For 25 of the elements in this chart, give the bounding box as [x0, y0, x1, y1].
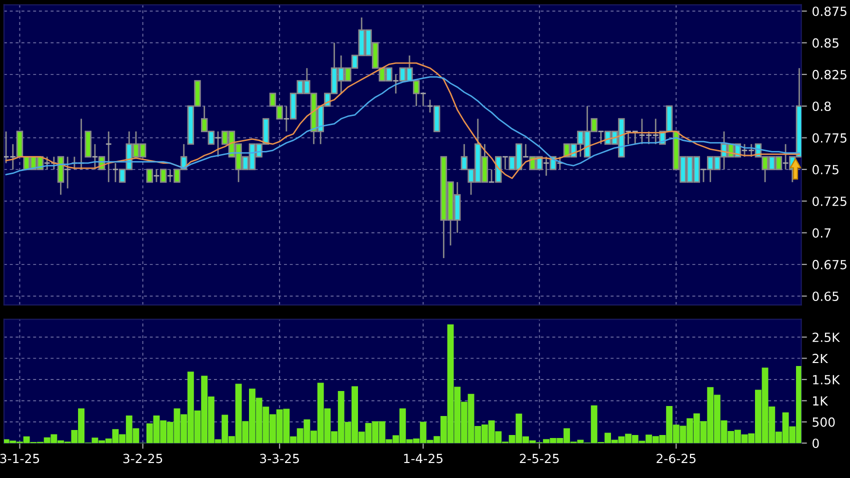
- x-tick-label: 3-2-25: [123, 454, 162, 464]
- y-tick-label: 0.725: [812, 196, 846, 206]
- y-tick-label: 0.85: [812, 38, 838, 48]
- y-tick-label: 0.7: [812, 228, 831, 238]
- x-tick-label: 2-6-25: [656, 454, 696, 464]
- y-tick-label: 1K: [813, 396, 828, 406]
- y-tick-label: 500: [812, 417, 835, 427]
- y-tick-label: 2.5K: [812, 332, 840, 342]
- x-tick-label: 3-1-25: [0, 454, 40, 464]
- x-tick-label: 1-4-25: [404, 454, 442, 464]
- y-tick-label: 0: [812, 438, 819, 448]
- y-tick-label: 1.5K: [813, 375, 840, 384]
- y-tick-label: 0.65: [812, 292, 838, 302]
- x-tick-label: 3-3-25: [260, 454, 299, 464]
- y-tick-label: 0.675: [812, 260, 846, 270]
- y-tick-label: 0.8: [812, 102, 831, 112]
- candlestick: [146, 168, 154, 183]
- y-tick-label: 2K: [812, 354, 828, 364]
- candlestick: [160, 168, 167, 183]
- candlestick: [105, 130, 112, 183]
- y-tick-label: 0.825: [812, 70, 846, 80]
- y-tick-label: 0.75: [812, 164, 838, 174]
- y-tick-label: 0.775: [812, 133, 846, 143]
- x-tick-label: 2-5-25: [520, 454, 559, 464]
- y-tick-label: 0.875: [812, 6, 846, 16]
